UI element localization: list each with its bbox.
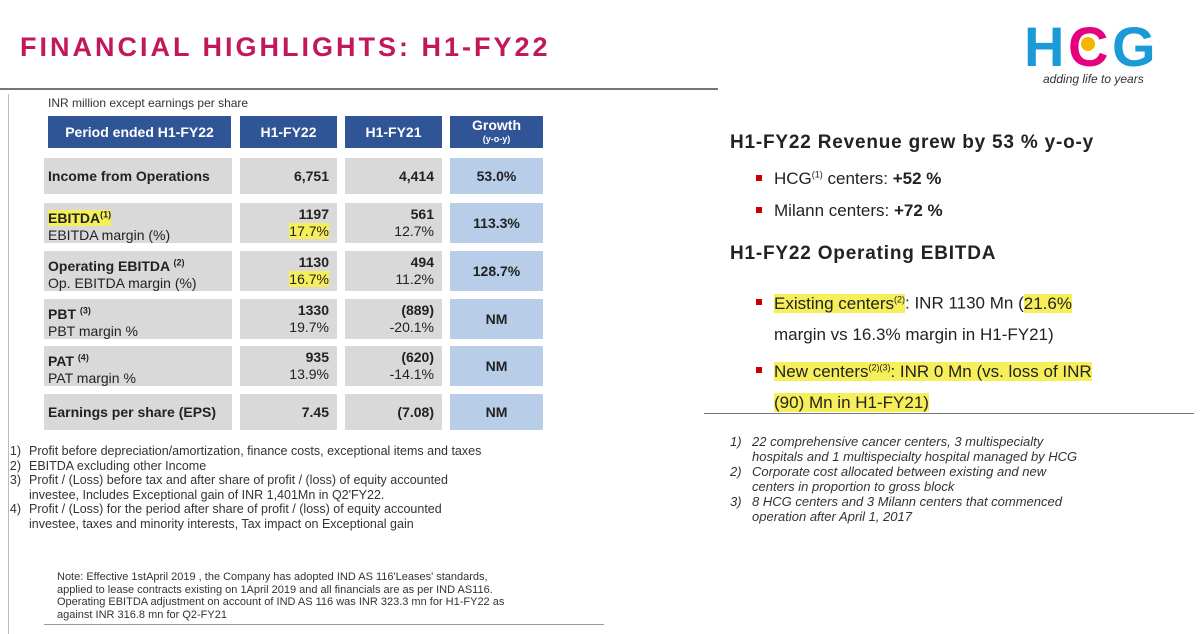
ebitda-heading: H1-FY22 Operating EBITDA	[730, 243, 997, 264]
row-opebitda-v1-margin: 16.7%	[289, 271, 329, 287]
row-pat-v2-margin: -14.1%	[389, 366, 434, 382]
table-units: INR million except earnings per share	[48, 96, 249, 110]
footnote-3: 3) Profit / (Loss) before tax and after …	[9, 473, 448, 502]
row-eps-h1fy22: 7.45	[240, 394, 337, 430]
bullet-new-centers: New centers(2)(3): INR 0 Mn (vs. loss of…	[756, 352, 1092, 418]
revenue-heading: H1-FY22 Revenue grew by 53 % y-o-y	[730, 132, 1095, 153]
right-footnote-3: 3) 8 HCG centers and 3 Milann centers th…	[730, 494, 1062, 524]
bullet-existing-centers: Existing centers(2): INR 1130 Mn (21.6% …	[756, 284, 1072, 350]
row-ebitda-h1fy21: 561 12.7%	[345, 203, 442, 243]
row-pat-growth: NM	[450, 346, 543, 386]
row-pbt-growth: NM	[450, 299, 543, 339]
logo-sun-icon	[1081, 37, 1095, 51]
logo-tagline: adding life to years	[1043, 72, 1144, 86]
row-pbt-v2: (889)	[401, 302, 434, 318]
row-pbt-title: PBT	[48, 305, 76, 322]
ind-as-note: Note: Effective 1stApril 2019 , the Comp…	[57, 571, 505, 621]
row-opebitda-label: Operating EBITDA (2) Op. EBITDA margin (…	[44, 251, 232, 291]
header-growth: Growth (y-o-y)	[450, 116, 543, 148]
bullet-square-icon	[756, 299, 762, 306]
page-title: FINANCIAL HIGHLIGHTS: H1-FY22	[20, 32, 551, 62]
row-ebitda-label: EBITDA(1) EBITDA margin (%)	[44, 203, 232, 243]
row-pbt-h1fy21: (889) -20.1%	[345, 299, 442, 339]
row-pat-label: PAT (4) PAT margin %	[44, 346, 232, 386]
note-divider	[44, 624, 604, 625]
row-ebitda-v1: 1197	[298, 206, 329, 222]
row-pbt-h1fy22: 1330 19.7%	[240, 299, 337, 339]
row-pbt-v2-margin: -20.1%	[389, 319, 434, 335]
row-opebitda-h1fy22: 1130 16.7%	[240, 251, 337, 291]
row-income-h1fy21: 4,414	[345, 158, 442, 194]
right-footnote-2: 2) Corporate cost allocated between exis…	[730, 464, 1047, 494]
right-footnote-1: 1) 22 comprehensive cancer centers, 3 mu…	[730, 434, 1078, 464]
row-ebitda-sup: (1)	[100, 209, 112, 219]
right-divider	[704, 413, 1194, 414]
row-pat-sub: PAT margin %	[48, 369, 136, 386]
header-h1fy21: H1-FY21	[345, 116, 442, 148]
row-eps-label: Earnings per share (EPS)	[44, 394, 232, 430]
row-income-h1fy22: 6,751	[240, 158, 337, 194]
row-pat-title: PAT	[48, 352, 74, 369]
bullet-square-icon	[756, 174, 762, 181]
row-opebitda-sup: (2)	[173, 257, 185, 267]
left-border	[8, 94, 9, 634]
row-opebitda-v1: 1130	[298, 254, 329, 270]
footnote-4: 4) Profit / (Loss) for the period after …	[9, 502, 442, 531]
row-eps-growth: NM	[450, 394, 543, 430]
bullet-square-icon	[756, 367, 762, 374]
row-pat-v2: (620)	[401, 349, 434, 365]
footnote-2: 2) EBITDA excluding other Income	[9, 458, 207, 473]
row-ebitda-sub: EBITDA margin (%)	[48, 226, 171, 243]
row-ebitda-growth: 113.3%	[450, 203, 543, 243]
bullet-milann: Milann centers: +72 %	[756, 201, 943, 221]
row-ebitda-title: EBITDA	[48, 209, 101, 226]
row-income-growth: 53.0%	[450, 158, 543, 194]
row-pbt-label: PBT (3) PBT margin %	[44, 299, 232, 339]
row-pat-v1: 935	[305, 349, 329, 365]
row-opebitda-v2-margin: 11.2%	[395, 271, 434, 287]
row-ebitda-v2: 561	[410, 206, 434, 222]
header-growth-sub: (y-o-y)	[482, 134, 511, 144]
row-opebitda-v2: 494	[410, 254, 434, 270]
header-period: Period ended H1-FY22	[48, 116, 231, 148]
row-ebitda-v1-margin: 17.7%	[289, 223, 329, 239]
logo-g: G	[1112, 15, 1156, 78]
row-pat-h1fy21: (620) -14.1%	[345, 346, 442, 386]
row-pbt-sup: (3)	[79, 305, 91, 315]
bullet-hcg: HCG(1) centers: +52 %	[756, 169, 941, 189]
logo-h: H	[1024, 15, 1064, 78]
table-footnotes: 1) Profit before depreciation/amortizati…	[5, 444, 481, 531]
header-growth-label: Growth	[472, 117, 521, 133]
row-opebitda-h1fy21: 494 11.2%	[345, 251, 442, 291]
row-pbt-v1: 1330	[297, 302, 329, 318]
bullet-square-icon	[756, 206, 762, 213]
row-pbt-sub: PBT margin %	[48, 322, 138, 339]
row-ebitda-h1fy22: 1197 17.7%	[240, 203, 337, 243]
row-pat-v1-margin: 13.9%	[289, 366, 329, 382]
row-pat-h1fy22: 935 13.9%	[240, 346, 337, 386]
footnote-1: 1) Profit before depreciation/amortizati…	[9, 444, 482, 458]
row-eps-h1fy21: (7.08)	[345, 394, 442, 430]
hcg-logo: H C G	[1024, 15, 1156, 78]
header-h1fy22: H1-FY22	[240, 116, 337, 148]
right-footnotes: 1) 22 comprehensive cancer centers, 3 mu…	[730, 434, 1130, 524]
row-opebitda-title: Operating EBITDA	[48, 257, 170, 274]
row-income-label: Income from Operations	[44, 158, 232, 194]
row-pbt-v1-margin: 19.7%	[289, 319, 329, 335]
row-ebitda-v2-margin: 12.7%	[394, 223, 434, 239]
row-opebitda-growth: 128.7%	[450, 251, 543, 291]
row-opebitda-sub: Op. EBITDA margin (%)	[48, 274, 197, 291]
row-pat-sup: (4)	[77, 352, 89, 362]
title-divider	[0, 88, 718, 90]
